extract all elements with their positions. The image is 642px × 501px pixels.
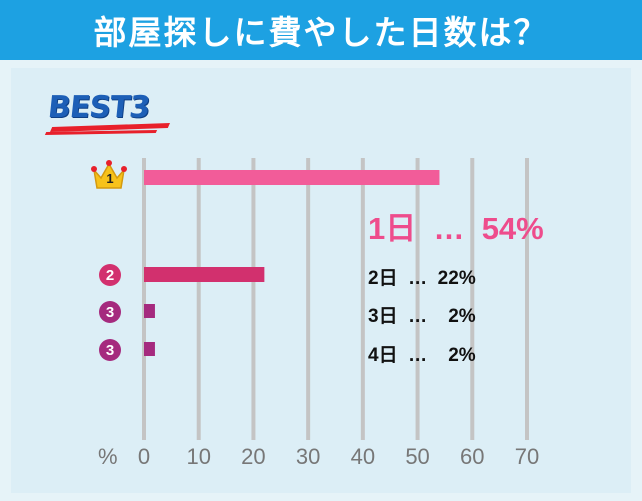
x-tick-label-0: 0 bbox=[137, 444, 151, 469]
bar-1 bbox=[144, 170, 440, 185]
x-tick-label-7: 70 bbox=[514, 444, 540, 469]
bars bbox=[144, 170, 440, 356]
result-label-3: 3日 … 2% bbox=[368, 306, 476, 327]
rank-2-badge: 2 bbox=[99, 264, 121, 286]
result-label-2: 2日 … 22% bbox=[368, 268, 476, 289]
axis-unit-label: % bbox=[98, 444, 118, 469]
rank-3-badge-a: 3 bbox=[99, 301, 121, 323]
result-label-4: 4日 … 2% bbox=[368, 345, 476, 366]
bar-4 bbox=[144, 342, 155, 356]
page-title: 部屋探しに費やした日数は？ bbox=[93, 13, 549, 52]
header-bar: 部屋探しに費やした日数は？ bbox=[0, 0, 642, 60]
x-tick-label-1: 10 bbox=[186, 444, 211, 469]
x-tick-label-6: 60 bbox=[460, 444, 485, 469]
bar-3 bbox=[144, 304, 155, 318]
x-tick-label-4: 40 bbox=[350, 444, 376, 469]
x-tick-label-2: 20 bbox=[241, 444, 266, 469]
rank-3-badge-b: 3 bbox=[99, 339, 121, 361]
x-tick-label-5: 50 bbox=[405, 444, 430, 469]
crown-icon bbox=[91, 160, 127, 189]
grid-lines bbox=[142, 158, 529, 440]
result-label-1: 1日 … 54% bbox=[368, 211, 544, 246]
x-tick-label-3: 30 bbox=[295, 444, 321, 469]
rank-1-number: 1 bbox=[106, 171, 114, 186]
bar-2 bbox=[144, 267, 265, 282]
